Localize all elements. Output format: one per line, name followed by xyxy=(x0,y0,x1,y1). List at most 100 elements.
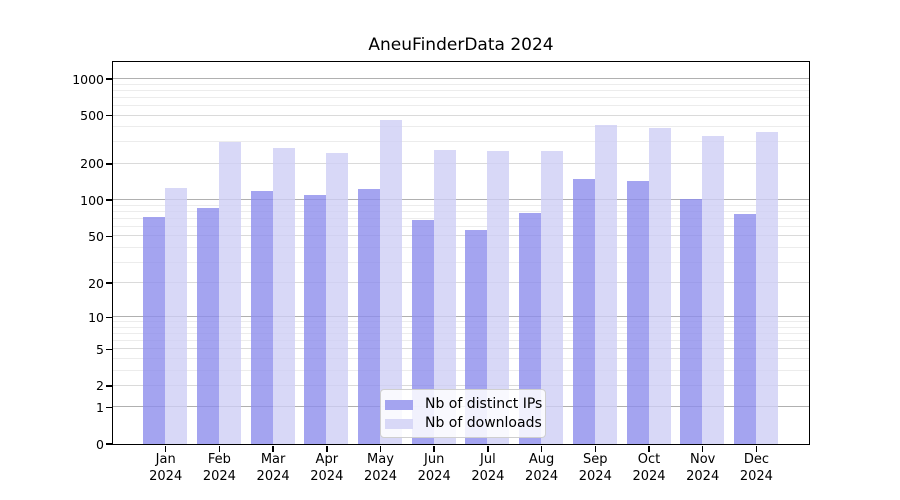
bar-downloads-Nov xyxy=(702,136,725,444)
x-tick-label-Apr: Apr 2024 xyxy=(310,452,344,484)
grid-line-minor-90 xyxy=(112,204,809,206)
y-tick-mark-200 xyxy=(106,163,113,165)
bar-downloads-Jun xyxy=(433,150,456,444)
grid-line-minor-700 xyxy=(112,96,809,98)
y-tick-label-20: 20 xyxy=(88,275,104,291)
grid-line-minor-60 xyxy=(112,225,809,227)
plot-area xyxy=(111,60,810,445)
bar-ips-Aug xyxy=(519,212,542,444)
grid-line-1000 xyxy=(112,78,809,79)
x-tick-mark-Sep xyxy=(594,445,597,452)
grid-line-minor-30 xyxy=(112,261,809,263)
bar-ips-Dec xyxy=(733,214,756,444)
legend-label-distinct-ips: Nb of distinct IPs xyxy=(425,396,543,412)
x-tick-mark-Nov xyxy=(701,445,704,452)
grid-line-minor-4 xyxy=(112,357,809,359)
y-tick-mark-500 xyxy=(106,114,113,117)
legend: Nb of distinct IPs Nb of downloads xyxy=(380,389,546,438)
y-tick-label-0: 0 xyxy=(96,436,104,452)
x-tick-mark-Apr xyxy=(326,445,328,452)
chart-title: AneuFinderData 2024 xyxy=(368,35,554,55)
grid-line-minor-400 xyxy=(112,126,809,128)
x-tick-label-Jun: Jun 2024 xyxy=(417,452,451,484)
y-tick-label-10: 10 xyxy=(88,309,104,325)
bar-ips-Apr xyxy=(304,195,327,444)
grid-line-2 xyxy=(112,384,809,386)
y-tick-mark-20 xyxy=(106,282,113,284)
x-tick-mark-Jun xyxy=(433,445,435,452)
bar-ips-Oct xyxy=(626,181,649,444)
bar-ips-Jan xyxy=(143,216,166,444)
x-tick-mark-Feb xyxy=(218,445,221,452)
bar-downloads-Oct xyxy=(648,127,671,444)
y-tick-mark-50 xyxy=(106,235,113,238)
y-tick-mark-100 xyxy=(106,199,113,201)
y-tick-label-200: 200 xyxy=(80,156,104,172)
grid-line-minor-300 xyxy=(112,141,809,143)
legend-label-downloads: Nb of downloads xyxy=(425,415,542,431)
y-tick-mark-2 xyxy=(106,385,113,387)
x-tick-mark-Jul xyxy=(487,445,489,452)
x-tick-label-May: May 2024 xyxy=(363,452,398,484)
y-tick-mark-5 xyxy=(106,348,113,351)
grid-line-50 xyxy=(112,235,809,237)
grid-line-200 xyxy=(112,162,809,164)
bar-downloads-Mar xyxy=(272,147,295,444)
y-tick-mark-1000 xyxy=(106,78,113,80)
grid-line-10 xyxy=(112,316,809,318)
y-tick-label-1000: 1000 xyxy=(72,71,104,87)
x-tick-label-Nov: Nov 2024 xyxy=(686,452,720,484)
y-tick-label-50: 50 xyxy=(88,228,104,244)
bar-ips-Jun xyxy=(411,219,434,444)
x-tick-label-Sep: Sep 2024 xyxy=(578,452,612,484)
bar-downloads-Aug xyxy=(541,150,564,444)
legend-swatch-downloads-icon xyxy=(385,418,413,429)
x-tick-mark-May xyxy=(379,445,382,452)
x-tick-label-Feb: Feb 2024 xyxy=(202,452,236,484)
bar-ips-Nov xyxy=(680,198,703,444)
x-tick-mark-Mar xyxy=(272,445,274,452)
y-tick-label-5: 5 xyxy=(96,341,104,357)
bar-downloads-Jul xyxy=(487,150,510,444)
x-tick-label-Jul: Jul 2024 xyxy=(471,452,505,484)
grid-line-minor-6 xyxy=(112,340,809,342)
x-tick-label-Jan: Jan 2024 xyxy=(149,452,183,484)
y-tick-label-500: 500 xyxy=(80,108,104,124)
grid-line-500 xyxy=(112,114,809,116)
grid-line-20 xyxy=(112,282,809,284)
grid-line-minor-40 xyxy=(112,246,809,248)
x-tick-label-Aug: Aug 2024 xyxy=(525,452,559,484)
y-tick-label-100: 100 xyxy=(80,192,104,208)
bar-downloads-Dec xyxy=(755,131,778,444)
bar-downloads-Jan xyxy=(165,188,188,444)
x-tick-mark-Dec xyxy=(755,445,758,452)
y-tick-label-2: 2 xyxy=(96,378,104,394)
grid-line-5 xyxy=(112,348,809,350)
grid-line-minor-9 xyxy=(112,321,809,323)
x-tick-label-Mar: Mar 2024 xyxy=(256,452,290,484)
bar-downloads-May xyxy=(380,119,402,444)
y-tick-mark-1 xyxy=(106,406,113,409)
legend-swatch-distinct-ips-icon xyxy=(385,399,413,410)
bar-ips-Mar xyxy=(250,191,273,444)
bar-ips-Sep xyxy=(572,178,595,444)
bar-ips-May xyxy=(358,188,380,444)
grid-line-minor-8 xyxy=(112,326,809,328)
y-tick-mark-0 xyxy=(106,443,113,445)
x-tick-mark-Aug xyxy=(540,445,543,452)
grid-line-minor-70 xyxy=(112,217,809,219)
grid-line-100 xyxy=(112,199,809,201)
bar-downloads-Feb xyxy=(218,141,241,444)
x-tick-mark-Oct xyxy=(648,445,650,452)
x-tick-label-Dec: Dec 2024 xyxy=(739,452,773,484)
bar-downloads-Sep xyxy=(594,125,617,444)
grid-line-minor-3 xyxy=(112,369,809,371)
grid-line-minor-900 xyxy=(112,83,809,85)
x-tick-mark-Jan xyxy=(164,445,167,452)
grid-line-minor-800 xyxy=(112,89,809,91)
legend-row-distinct-ips: Nb of distinct IPs xyxy=(381,395,545,414)
bar-ips-Feb xyxy=(196,208,219,444)
x-tick-label-Oct: Oct 2024 xyxy=(632,452,666,484)
y-tick-mark-10 xyxy=(106,316,113,319)
